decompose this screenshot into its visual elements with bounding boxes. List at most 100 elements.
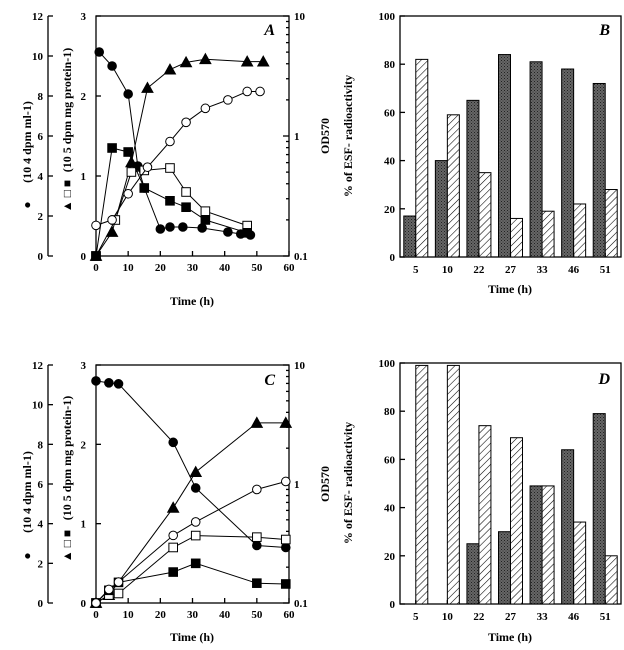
marker-filled-circle — [123, 89, 133, 99]
panel-A-frame — [95, 15, 290, 257]
bar-dark-46 — [561, 68, 575, 258]
spec-tick-label: 2 — [81, 91, 87, 103]
y-tick-label: 20 — [384, 204, 396, 216]
od-tick-label: 1 — [294, 479, 300, 491]
marker-open-circle — [113, 577, 124, 587]
marker-filled-square — [200, 215, 211, 225]
spec-tick-label: 3 — [81, 11, 87, 23]
panel-D: 0 20 40 60 80 100 5 10 22 27 33 46 51 D Time (h) % … — [341, 358, 622, 644]
marker-open-circle — [181, 117, 191, 128]
series-line-open-circle — [95, 91, 260, 226]
marker-filled-triangle — [179, 55, 193, 68]
dpm-tick-label: 4 — [38, 519, 44, 531]
marker-open-circle — [91, 598, 101, 608]
marker-filled-circle — [223, 227, 233, 237]
x-tick-label: 10 — [442, 264, 454, 276]
marker-filled-circle — [190, 483, 201, 493]
bar-dark-51 — [592, 82, 606, 258]
panel-C-od-label: OD570 — [318, 466, 332, 502]
panel-D-x-ticks: 5 10 22 27 33 46 51 — [413, 600, 611, 623]
panel-C-spec-label: (10 5 dpm mg protein-1) — [60, 396, 74, 520]
marker-open-square — [280, 534, 291, 545]
x-tick-label: 30 — [187, 609, 199, 621]
marker-open-circle — [104, 584, 114, 595]
y-tick-label: 0 — [390, 252, 396, 264]
spec-tick-label: 3 — [81, 360, 87, 372]
bar-hatched-22 — [478, 425, 492, 605]
panel-A-left-ticks: 0 2 4 6 8 10 12 — [32, 11, 53, 263]
marker-open-circle — [280, 476, 291, 487]
y-tick-label: 100 — [379, 358, 396, 370]
x-tick-label: 10 — [123, 262, 135, 274]
marker-open-circle — [165, 136, 175, 147]
x-tick-label: 27 — [505, 611, 517, 623]
marker-open-circle — [107, 215, 117, 225]
panel-C-dpm-label: (10 4 dpm ml-1) — [20, 451, 34, 533]
x-tick-label: 50 — [251, 609, 263, 621]
x-tick-label: 5 — [413, 611, 419, 623]
marker-open-circle — [242, 86, 252, 97]
x-tick-label: 33 — [537, 264, 549, 276]
x-tick-label: 10 — [123, 609, 135, 621]
marker-open-circle — [168, 530, 178, 541]
series-line-filled-triangle — [95, 422, 286, 604]
marker-filled-circle — [94, 47, 105, 57]
x-tick-label: 20 — [155, 262, 167, 274]
y-tick-label: 20 — [384, 551, 396, 563]
marker-open-circle — [190, 517, 201, 527]
marker-open-square — [181, 187, 191, 197]
panel-A-spec-symbols: ▲ □ ■ — [60, 180, 74, 212]
panel-A-series — [89, 47, 270, 261]
marker-filled-square — [165, 196, 175, 206]
y-tick-label: 100 — [379, 11, 396, 23]
x-tick-label: 46 — [568, 611, 580, 623]
y-tick-label: 0 — [390, 599, 396, 611]
x-tick-label: 60 — [284, 262, 296, 274]
marker-filled-circle — [107, 61, 117, 71]
x-tick-label: 0 — [93, 262, 99, 274]
bar-dark-27 — [498, 54, 511, 258]
dpm-tick-label: 8 — [38, 91, 44, 103]
panel-A-letter: A — [263, 22, 275, 39]
y-tick-label: 80 — [384, 59, 396, 71]
dpm-tick-label: 6 — [38, 479, 44, 491]
panel-A-dpm-symbol: ● — [20, 201, 34, 208]
bar-dark-22 — [466, 99, 480, 258]
marker-open-square — [165, 163, 175, 173]
marker-filled-triangle — [189, 465, 203, 477]
panel-B-ylabel: % of ESF- radioactivity — [341, 75, 355, 197]
dpm-tick-label: 12 — [32, 360, 44, 372]
od-tick-label: 10 — [294, 360, 306, 372]
marker-open-square — [126, 167, 137, 177]
x-tick-label: 22 — [473, 611, 485, 623]
dpm-tick-label: 4 — [38, 171, 44, 183]
y-tick-label: 40 — [384, 503, 396, 515]
marker-filled-circle — [104, 378, 114, 388]
panel-C-xlabel: Time (h) — [170, 630, 214, 644]
bar-dark-22 — [466, 543, 480, 605]
panel-A-xlabel: Time (h) — [170, 294, 214, 308]
marker-open-square — [113, 588, 124, 599]
bar-dark-27 — [498, 531, 511, 605]
dpm-tick-label: 10 — [32, 51, 44, 63]
bar-hatched-22 — [478, 172, 492, 258]
marker-filled-triangle — [163, 63, 177, 75]
bar-hatched-5 — [415, 364, 429, 605]
dpm-tick-label: 12 — [32, 11, 44, 23]
panel-C-series — [89, 376, 293, 608]
marker-filled-square — [168, 567, 178, 577]
series-line-filled-circle — [98, 51, 251, 236]
panel-B-letter: B — [598, 22, 610, 39]
panel-C-left-ticks: 0 2 4 6 8 10 12 — [32, 360, 53, 610]
panel-C-spec-symbols: ▲ □ ■ — [60, 530, 74, 562]
panel-C-letter: C — [264, 372, 275, 389]
marker-open-circle — [223, 95, 233, 105]
marker-filled-triangle — [256, 55, 270, 67]
dpm-tick-label: 0 — [38, 251, 44, 263]
marker-filled-square — [252, 578, 262, 588]
x-tick-label: 46 — [568, 264, 580, 276]
panel-B: 0 20 40 60 80 100 5 10 22 27 33 46 51 B Time (h) % … — [341, 11, 622, 296]
marker-filled-square — [91, 251, 101, 261]
bar-hatched-5 — [415, 58, 429, 258]
